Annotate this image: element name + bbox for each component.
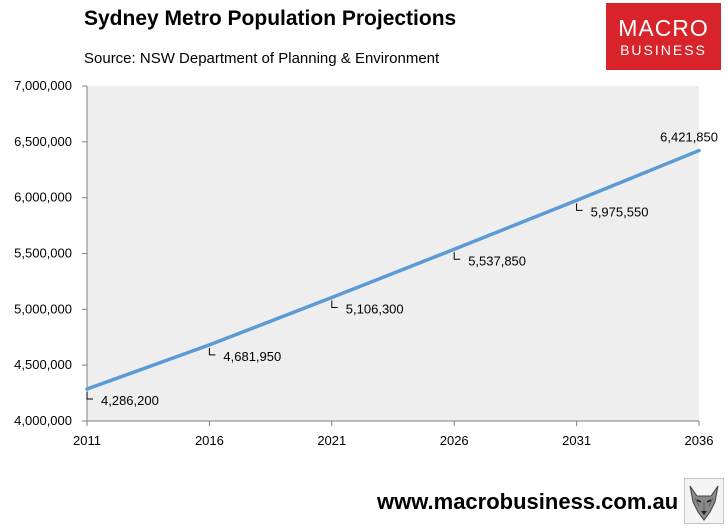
data-label: 5,106,300	[346, 301, 404, 316]
data-label-leader	[86, 392, 93, 400]
y-tick-label: 4,500,000	[14, 357, 72, 372]
data-label: 6,421,850	[660, 130, 718, 145]
y-tick-label: 5,500,000	[14, 246, 72, 261]
data-label: 4,286,200	[101, 393, 159, 408]
y-tick-label: 6,000,000	[14, 190, 72, 205]
population-series-line	[85, 148, 701, 391]
data-label: 4,681,950	[223, 349, 281, 364]
y-tick-label: 6,500,000	[14, 134, 72, 149]
website-url: www.macrobusiness.com.au	[377, 489, 679, 514]
chart-title: Sydney Metro Population Projections	[84, 7, 457, 30]
logo-line-2: BUSINESS	[620, 41, 707, 58]
y-tick-label: 5,000,000	[14, 301, 72, 316]
x-tick-label: 2016	[195, 433, 224, 448]
x-tick-label: 2021	[317, 433, 346, 448]
data-label-leader	[208, 347, 216, 356]
data-label-leader	[331, 300, 338, 308]
logo-line-1: MACRO	[618, 14, 709, 41]
macrobusiness-logo: MACRO BUSINESS	[606, 3, 721, 70]
y-tick-label: 7,000,000	[14, 78, 72, 93]
x-tick-label: 2011	[73, 433, 101, 448]
plot-area	[87, 86, 699, 421]
data-label-leader	[453, 252, 461, 260]
y-tick-label: 4,000,000	[14, 413, 72, 428]
chart-subtitle: Source: NSW Department of Planning & Env…	[84, 50, 440, 67]
data-label: 5,975,550	[591, 204, 649, 219]
data-label-leader	[576, 203, 583, 211]
x-tick-label: 2031	[562, 433, 591, 448]
x-tick-label: 2026	[440, 433, 469, 448]
x-tick-label: 2036	[685, 433, 714, 448]
wolf-mascot-icon	[684, 478, 724, 524]
data-label: 5,537,850	[468, 253, 526, 268]
